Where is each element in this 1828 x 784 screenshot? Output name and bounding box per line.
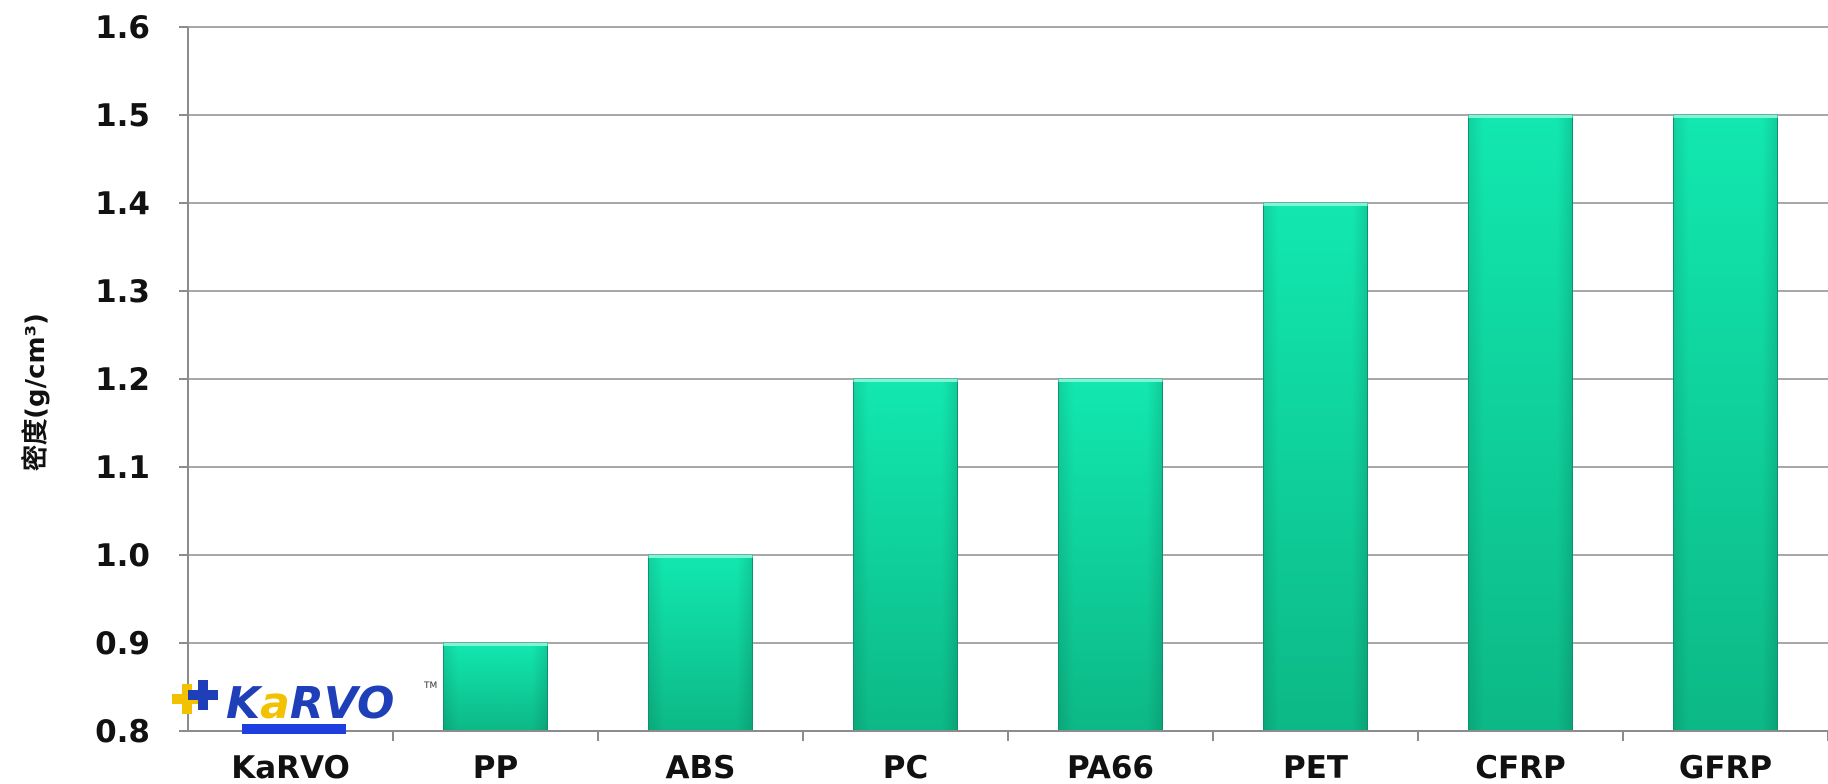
y-tick-label: 0.9: [95, 626, 150, 662]
bar: [1058, 378, 1163, 732]
bar-highlight: [648, 555, 753, 558]
bar-highlight: [853, 379, 958, 382]
bar-shade: [853, 379, 958, 731]
x-tick-label: GFRP: [1679, 750, 1772, 784]
y-tick-label: 1.3: [95, 274, 150, 310]
x-tick-label: KaRVO: [231, 750, 350, 784]
y-tick-label: 1.0: [95, 538, 150, 574]
bars: [443, 114, 1778, 732]
bar-shade: [1673, 115, 1778, 731]
karvo-logo: KaRVO TM: [172, 678, 437, 734]
karvo-logo-underline: [242, 724, 346, 734]
y-tick-label: 1.4: [95, 186, 150, 222]
bar: [1673, 114, 1778, 732]
bar-highlight: [443, 643, 548, 646]
y-tick-label: 1.6: [95, 10, 150, 46]
bar-highlight: [1468, 115, 1573, 118]
karvo-logo-text: KaRVO: [226, 678, 394, 729]
karvo-logo-tm: TM: [423, 681, 437, 691]
y-tick-label: 0.8: [95, 714, 150, 750]
gridlines: [188, 26, 1828, 644]
bar: [443, 642, 548, 732]
bar-highlight: [1263, 203, 1368, 206]
bar-shade: [1058, 379, 1163, 731]
x-tick-label: CFRP: [1475, 750, 1566, 784]
y-tick-labels: 0.8 0.9 1.0 1.1 1.2 1.3 1.4 1.5 1.6: [95, 10, 150, 750]
bar-shade: [648, 555, 753, 731]
y-tick-label: 1.1: [95, 450, 150, 486]
y-axis-label: 密度(g/cm³): [20, 313, 51, 471]
x-tick-label: ABS: [666, 750, 736, 784]
bar-shade: [443, 643, 548, 731]
x-tick-labels: KaRVO PP ABS PC PA66 PET CFRP GFRP: [231, 750, 1772, 784]
y-tick-label: 1.5: [95, 98, 150, 134]
karvo-logo-icon: [172, 680, 218, 714]
x-tick-label: PET: [1283, 750, 1348, 784]
bar: [1263, 202, 1368, 732]
bar-highlight: [1058, 379, 1163, 382]
bar-shade: [1263, 203, 1368, 731]
axes: [179, 26, 1828, 741]
bar-highlight: [1673, 115, 1778, 118]
bar: [648, 554, 753, 732]
x-tick-label: PC: [883, 750, 928, 784]
y-tick-label: 1.2: [95, 362, 150, 398]
x-tick-label: PA66: [1067, 750, 1154, 784]
bar: [1468, 114, 1573, 732]
x-tick-label: PP: [473, 750, 518, 784]
bar-shade: [1468, 115, 1573, 731]
bar: [853, 378, 958, 732]
